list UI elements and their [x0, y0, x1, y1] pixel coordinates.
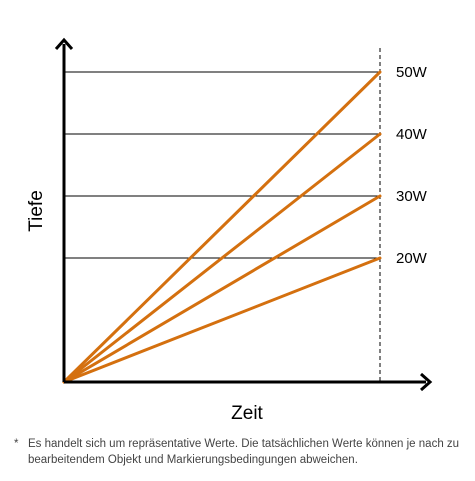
series-label-20W: 20W: [396, 250, 428, 267]
series-label-50W: 50W: [396, 64, 428, 81]
y-axis-arrow: [54, 37, 74, 50]
footnote-text: Es handelt sich um repräsentative Werte.…: [28, 438, 460, 466]
series-label-30W: 30W: [396, 188, 428, 205]
series-line-30W: [62, 194, 382, 384]
series-label-40W: 40W: [396, 126, 428, 143]
footnote-marker: *: [14, 438, 19, 450]
series-line-20W: [62, 256, 382, 384]
gridlines: [64, 71, 380, 259]
x-axis-arrow: [420, 372, 433, 392]
chart: 20W 30W 40W 50W Zeit Tiefe: [26, 37, 433, 424]
series-line-50W: [62, 70, 382, 384]
series-labels: 20W 30W 40W 50W: [396, 64, 428, 267]
footnote: * Es handelt sich um repräsentative Wert…: [14, 436, 469, 468]
x-axis-label: Zeit: [231, 403, 263, 424]
axes: [54, 37, 433, 392]
y-axis-label: Tiefe: [26, 190, 47, 232]
series-line-40W: [62, 132, 382, 384]
series-lines: [62, 70, 382, 384]
